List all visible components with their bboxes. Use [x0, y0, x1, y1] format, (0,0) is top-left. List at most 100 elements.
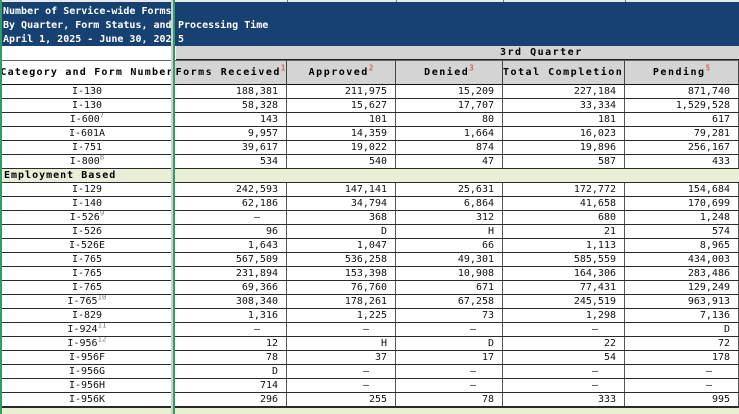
- value-cell[interactable]: –: [287, 365, 396, 378]
- value-cell[interactable]: 1,664: [396, 127, 503, 140]
- value-cell[interactable]: 16,023: [503, 127, 625, 140]
- value-cell[interactable]: 7,136: [625, 309, 739, 322]
- column-header-pending[interactable]: Pending5: [625, 60, 739, 85]
- value-cell[interactable]: 129,249: [625, 281, 739, 294]
- value-cell[interactable]: 283,486: [625, 267, 739, 280]
- value-cell[interactable]: 19,896: [503, 141, 625, 154]
- value-cell[interactable]: 536,258: [287, 253, 396, 266]
- value-cell[interactable]: 22: [503, 337, 625, 350]
- form-number-cell[interactable]: I-765: [0, 253, 175, 266]
- value-cell[interactable]: 49,301: [396, 253, 503, 266]
- form-number-cell[interactable]: I-526E: [0, 239, 175, 252]
- value-cell[interactable]: 368: [287, 211, 396, 224]
- table-row[interactable]: I-129 242,593 147,141 25,631 172,772 154,684: [0, 183, 739, 197]
- value-cell[interactable]: 10,908: [396, 267, 503, 280]
- value-cell[interactable]: 78: [396, 393, 503, 406]
- form-number-cell[interactable]: I-130: [0, 99, 175, 112]
- table-row[interactable]: I-140 62,186 34,794 6,864 41,658 170,699: [0, 197, 739, 211]
- value-cell[interactable]: 1,643: [175, 239, 287, 252]
- value-cell[interactable]: 14,359: [287, 127, 396, 140]
- value-cell[interactable]: 871,740: [625, 85, 739, 98]
- value-cell[interactable]: 6,864: [396, 197, 503, 210]
- form-number-cell[interactable]: I-956G: [0, 365, 175, 378]
- value-cell[interactable]: 433: [625, 155, 739, 168]
- value-cell[interactable]: 256,167: [625, 141, 739, 154]
- value-cell[interactable]: D: [175, 365, 287, 378]
- value-cell[interactable]: 312: [396, 211, 503, 224]
- table-row[interactable]: I-76510 308,340 178,261 67,258 245,519 963,91…: [0, 295, 739, 309]
- value-cell[interactable]: 39,617: [175, 141, 287, 154]
- form-number-cell[interactable]: I-140: [0, 197, 175, 210]
- form-number-cell[interactable]: I-76510: [0, 295, 175, 308]
- value-cell[interactable]: 66: [396, 239, 503, 252]
- table-row[interactable]: I-130 58,328 15,627 17,707 33,334 1,529,528: [0, 99, 739, 113]
- value-cell[interactable]: 255: [287, 393, 396, 406]
- value-cell[interactable]: –: [287, 379, 396, 392]
- value-cell[interactable]: 1,047: [287, 239, 396, 252]
- table-row[interactable]: I-956H 714– – – –: [0, 379, 739, 393]
- column-header-forms-received[interactable]: Forms Received1: [175, 60, 287, 85]
- value-cell[interactable]: –: [625, 379, 739, 392]
- value-cell[interactable]: 534: [175, 155, 287, 168]
- form-number-cell[interactable]: I-765: [0, 267, 175, 280]
- table-row[interactable]: I-765 231,894 153,398 10,908 164,306 283,486: [0, 267, 739, 281]
- value-cell[interactable]: 73: [396, 309, 503, 322]
- table-row[interactable]: I-8008 534 540 47 587 433: [0, 155, 739, 169]
- value-cell[interactable]: 211,975: [287, 85, 396, 98]
- value-cell[interactable]: 1,225: [287, 309, 396, 322]
- form-number-cell[interactable]: I-956F: [0, 351, 175, 364]
- value-cell[interactable]: 963,913: [625, 295, 739, 308]
- value-cell[interactable]: 671: [396, 281, 503, 294]
- value-cell[interactable]: 1,113: [503, 239, 625, 252]
- value-cell[interactable]: 34,794: [287, 197, 396, 210]
- value-cell[interactable]: 15,627: [287, 99, 396, 112]
- value-cell[interactable]: –: [287, 323, 396, 336]
- form-number-cell[interactable]: I-6007: [0, 113, 175, 126]
- value-cell[interactable]: 19,022: [287, 141, 396, 154]
- table-row[interactable]: I-956F 78 37 17 54 178: [0, 351, 739, 365]
- value-cell[interactable]: 231,894: [175, 267, 287, 280]
- value-cell[interactable]: 188,381: [175, 85, 287, 98]
- value-cell[interactable]: 172,772: [503, 183, 625, 196]
- value-cell[interactable]: 54: [503, 351, 625, 364]
- column-header-approved[interactable]: Approved2: [287, 60, 396, 85]
- value-cell[interactable]: –: [503, 365, 625, 378]
- table-row[interactable]: I-829 1,316 1,225 73 1,298 7,136: [0, 309, 739, 323]
- value-cell[interactable]: 170,699: [625, 197, 739, 210]
- table-row[interactable]: I-956K 296 255 78 333 995: [0, 393, 739, 407]
- form-number-cell[interactable]: I-526: [0, 225, 175, 238]
- value-cell[interactable]: 540: [287, 155, 396, 168]
- value-cell[interactable]: 47: [396, 155, 503, 168]
- value-cell[interactable]: 178: [625, 351, 739, 364]
- value-cell[interactable]: 1,248: [625, 211, 739, 224]
- value-cell[interactable]: –: [396, 323, 503, 336]
- value-cell[interactable]: 153,398: [287, 267, 396, 280]
- quarter-header-cell[interactable]: 3rd Quarter: [176, 46, 739, 60]
- value-cell[interactable]: 1,316: [175, 309, 287, 322]
- form-number-cell[interactable]: I-129: [0, 183, 175, 196]
- value-cell[interactable]: 245,519: [503, 295, 625, 308]
- value-cell[interactable]: 17: [396, 351, 503, 364]
- value-cell[interactable]: 680: [503, 211, 625, 224]
- table-row[interactable]: I-956G D – – – –: [0, 365, 739, 379]
- form-number-cell[interactable]: I-601A: [0, 127, 175, 140]
- value-cell[interactable]: D: [396, 337, 503, 350]
- value-cell[interactable]: 147,141: [287, 183, 396, 196]
- form-number-cell[interactable]: I-956H: [0, 379, 175, 392]
- value-cell[interactable]: 41,658: [503, 197, 625, 210]
- value-cell[interactable]: –: [503, 379, 625, 392]
- value-cell[interactable]: 617: [625, 113, 739, 126]
- value-cell[interactable]: 78: [175, 351, 287, 364]
- value-cell[interactable]: 69,366: [175, 281, 287, 294]
- column-header-denied[interactable]: Denied3: [396, 60, 503, 85]
- value-cell[interactable]: 9,957: [175, 127, 287, 140]
- value-cell[interactable]: 164,306: [503, 267, 625, 280]
- value-cell[interactable]: 15,209: [396, 85, 503, 98]
- table-row[interactable]: I-601A 9,957 14,359 1,664 16,023 79,281: [0, 127, 739, 141]
- value-cell[interactable]: 8,965: [625, 239, 739, 252]
- value-cell[interactable]: 80: [396, 113, 503, 126]
- table-row[interactable]: I-765 69,366 76,760 671 77,431 129,249: [0, 281, 739, 295]
- value-cell[interactable]: 58,328: [175, 99, 287, 112]
- value-cell[interactable]: 101: [287, 113, 396, 126]
- table-row[interactable]: I-751 39,617 19,022 874 19,896 256,167: [0, 141, 739, 155]
